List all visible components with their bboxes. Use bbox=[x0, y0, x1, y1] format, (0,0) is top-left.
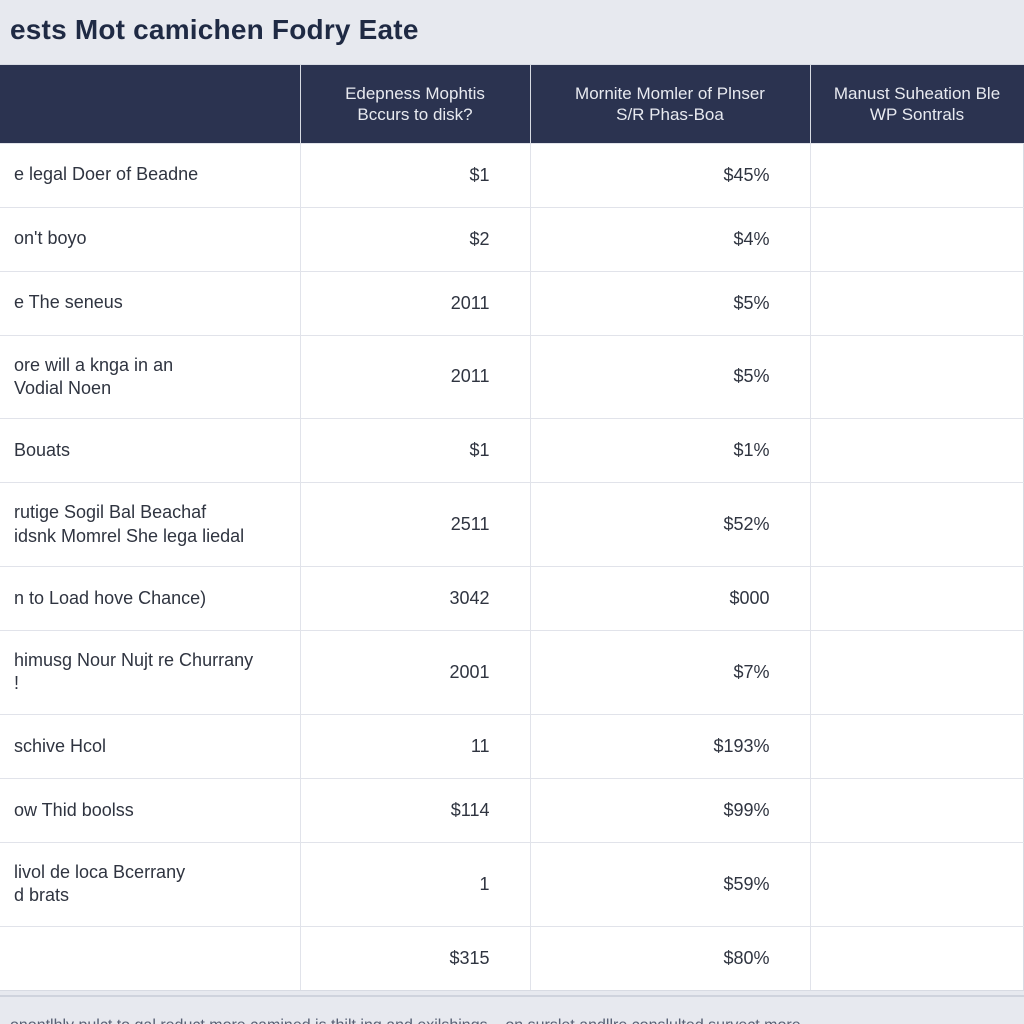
cell-desc: on't boyo bbox=[0, 207, 300, 271]
cell-c1: 1 bbox=[300, 842, 530, 926]
cell-desc: ow Thid boolss bbox=[0, 778, 300, 842]
table-row: livol de loca Bcerranyd brats 1 $59% bbox=[0, 842, 1024, 926]
table-row: n to Load hove Chance) 3042 $000 bbox=[0, 567, 1024, 631]
cell-c1: $315 bbox=[300, 926, 530, 990]
cell-c3 bbox=[810, 926, 1024, 990]
cell-c2: $5% bbox=[530, 271, 810, 335]
cell-desc: e The seneus bbox=[0, 271, 300, 335]
cell-c2: $1% bbox=[530, 419, 810, 483]
table-row: e legal Doer of Beadne $1 $45% bbox=[0, 143, 1024, 207]
cell-c3 bbox=[810, 842, 1024, 926]
cell-c2: $193% bbox=[530, 714, 810, 778]
data-table: Edepness MophtisBccurs to disk? Mornite … bbox=[0, 65, 1024, 990]
cell-desc: rutige Sogil Bal Beachafidsnk Momrel She… bbox=[0, 483, 300, 567]
table-row: rutige Sogil Bal Beachafidsnk Momrel She… bbox=[0, 483, 1024, 567]
cell-c2: $80% bbox=[530, 926, 810, 990]
table-body: e legal Doer of Beadne $1 $45% on't boyo… bbox=[0, 143, 1024, 990]
cell-c1: 2001 bbox=[300, 631, 530, 715]
cell-desc: himusg Nour Nujt re Churrany! bbox=[0, 631, 300, 715]
page-title: ests Mot camichen Fodry Eate bbox=[0, 0, 1024, 64]
cell-desc: Bouats bbox=[0, 419, 300, 483]
cell-c1: 2511 bbox=[300, 483, 530, 567]
table-row: Bouats $1 $1% bbox=[0, 419, 1024, 483]
col-header-desc bbox=[0, 65, 300, 143]
col-header-c1: Edepness MophtisBccurs to disk? bbox=[300, 65, 530, 143]
cell-c1: 2011 bbox=[300, 335, 530, 419]
cell-c3 bbox=[810, 778, 1024, 842]
cell-c1: 11 bbox=[300, 714, 530, 778]
cell-c3 bbox=[810, 335, 1024, 419]
col-header-c3: Manust Suheation BleWP Sontrals bbox=[810, 65, 1024, 143]
cell-c1: 3042 bbox=[300, 567, 530, 631]
footnote-text: onontlhly pulct to gal reduct more camin… bbox=[0, 995, 1024, 1024]
table-row: ow Thid boolss $114 $99% bbox=[0, 778, 1024, 842]
cell-c1: 2011 bbox=[300, 271, 530, 335]
table-row: e The seneus 2011 $5% bbox=[0, 271, 1024, 335]
cell-c2: $59% bbox=[530, 842, 810, 926]
cell-c1: $2 bbox=[300, 207, 530, 271]
cell-c2: $45% bbox=[530, 143, 810, 207]
cell-c3 bbox=[810, 714, 1024, 778]
cell-c3 bbox=[810, 271, 1024, 335]
table-row: schive Hcol 11 $193% bbox=[0, 714, 1024, 778]
table-row: $315 $80% bbox=[0, 926, 1024, 990]
cell-desc: ore will a knga in anVodial Noen bbox=[0, 335, 300, 419]
cell-c3 bbox=[810, 567, 1024, 631]
table-row: on't boyo $2 $4% bbox=[0, 207, 1024, 271]
cell-c3 bbox=[810, 419, 1024, 483]
cell-c3 bbox=[810, 631, 1024, 715]
cell-c3 bbox=[810, 207, 1024, 271]
table-row: ore will a knga in anVodial Noen 2011 $5… bbox=[0, 335, 1024, 419]
cell-c2: $99% bbox=[530, 778, 810, 842]
cell-c3 bbox=[810, 143, 1024, 207]
cell-desc: schive Hcol bbox=[0, 714, 300, 778]
cell-c2: $52% bbox=[530, 483, 810, 567]
cell-desc: e legal Doer of Beadne bbox=[0, 143, 300, 207]
cell-c2: $4% bbox=[530, 207, 810, 271]
table-header-row: Edepness MophtisBccurs to disk? Mornite … bbox=[0, 65, 1024, 143]
cell-c2: $000 bbox=[530, 567, 810, 631]
cell-c2: $7% bbox=[530, 631, 810, 715]
cell-c3 bbox=[810, 483, 1024, 567]
data-table-container: Edepness MophtisBccurs to disk? Mornite … bbox=[0, 64, 1024, 991]
cell-desc: livol de loca Bcerranyd brats bbox=[0, 842, 300, 926]
col-header-c2: Mornite Momler of PlnserS/R Phas-Boa bbox=[530, 65, 810, 143]
cell-c1: $114 bbox=[300, 778, 530, 842]
cell-c1: $1 bbox=[300, 419, 530, 483]
cell-c1: $1 bbox=[300, 143, 530, 207]
page-root: ests Mot camichen Fodry Eate Edepness Mo… bbox=[0, 0, 1024, 1024]
cell-desc: n to Load hove Chance) bbox=[0, 567, 300, 631]
cell-desc bbox=[0, 926, 300, 990]
table-row: himusg Nour Nujt re Churrany! 2001 $7% bbox=[0, 631, 1024, 715]
cell-c2: $5% bbox=[530, 335, 810, 419]
